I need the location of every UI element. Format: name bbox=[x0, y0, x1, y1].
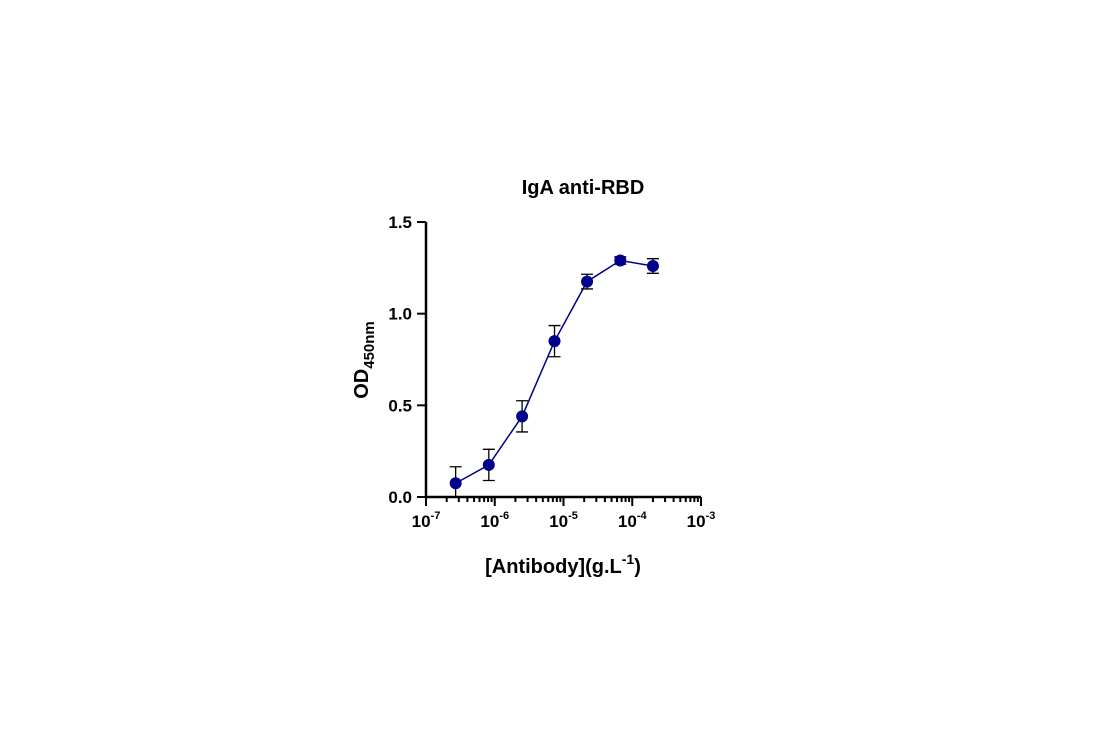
x-axis-label-tail: ) bbox=[634, 556, 641, 578]
x-tick-exp: -3 bbox=[706, 510, 716, 522]
data-point bbox=[614, 254, 627, 267]
x-tick-label: 10-7 bbox=[412, 510, 441, 531]
data-point bbox=[516, 410, 529, 423]
data-point bbox=[449, 477, 462, 490]
x-tick-exp: -4 bbox=[637, 510, 648, 522]
x-ticks: 10-7 10-6 10-5 10-4 10-3 bbox=[412, 497, 716, 531]
plot-area bbox=[449, 254, 659, 498]
x-axis-label: [Antibody](g.L-1) bbox=[485, 551, 641, 578]
x-tick-base: 10 bbox=[412, 512, 431, 531]
x-tick-base: 10 bbox=[618, 512, 637, 531]
data-point bbox=[581, 275, 594, 288]
y-axis-label-sub: 450nm bbox=[361, 321, 378, 369]
x-tick-exp: -7 bbox=[431, 510, 441, 522]
data-point bbox=[646, 260, 659, 272]
x-tick-base: 10 bbox=[480, 512, 499, 531]
y-tick-label: 0.0 bbox=[388, 488, 412, 507]
x-tick-label: 10-6 bbox=[480, 510, 509, 531]
x-tick-label: 10-5 bbox=[549, 510, 578, 531]
y-axis-label-main: OD bbox=[351, 369, 373, 399]
x-axis-label-sup: -1 bbox=[622, 551, 635, 567]
x-tick-label: 10-4 bbox=[618, 510, 648, 531]
x-axis-label-main: [Antibody](g.L bbox=[485, 556, 622, 578]
data-point bbox=[548, 335, 561, 348]
x-tick-label: 10-3 bbox=[687, 510, 716, 531]
y-tick-label: 0.5 bbox=[388, 396, 412, 415]
x-tick-base: 10 bbox=[549, 512, 568, 531]
chart-title: IgA anti-RBD bbox=[522, 177, 645, 199]
x-tick-base: 10 bbox=[687, 512, 706, 531]
y-tick-label: 1.0 bbox=[388, 305, 412, 324]
data-point bbox=[482, 458, 495, 471]
y-tick-label: 1.5 bbox=[388, 213, 412, 232]
y-axis-label: OD450nm bbox=[351, 321, 378, 399]
y-ticks: 0.0 0.5 1.0 1.5 bbox=[388, 213, 426, 507]
x-tick-exp: -6 bbox=[499, 510, 509, 522]
x-tick-exp: -5 bbox=[568, 510, 578, 522]
